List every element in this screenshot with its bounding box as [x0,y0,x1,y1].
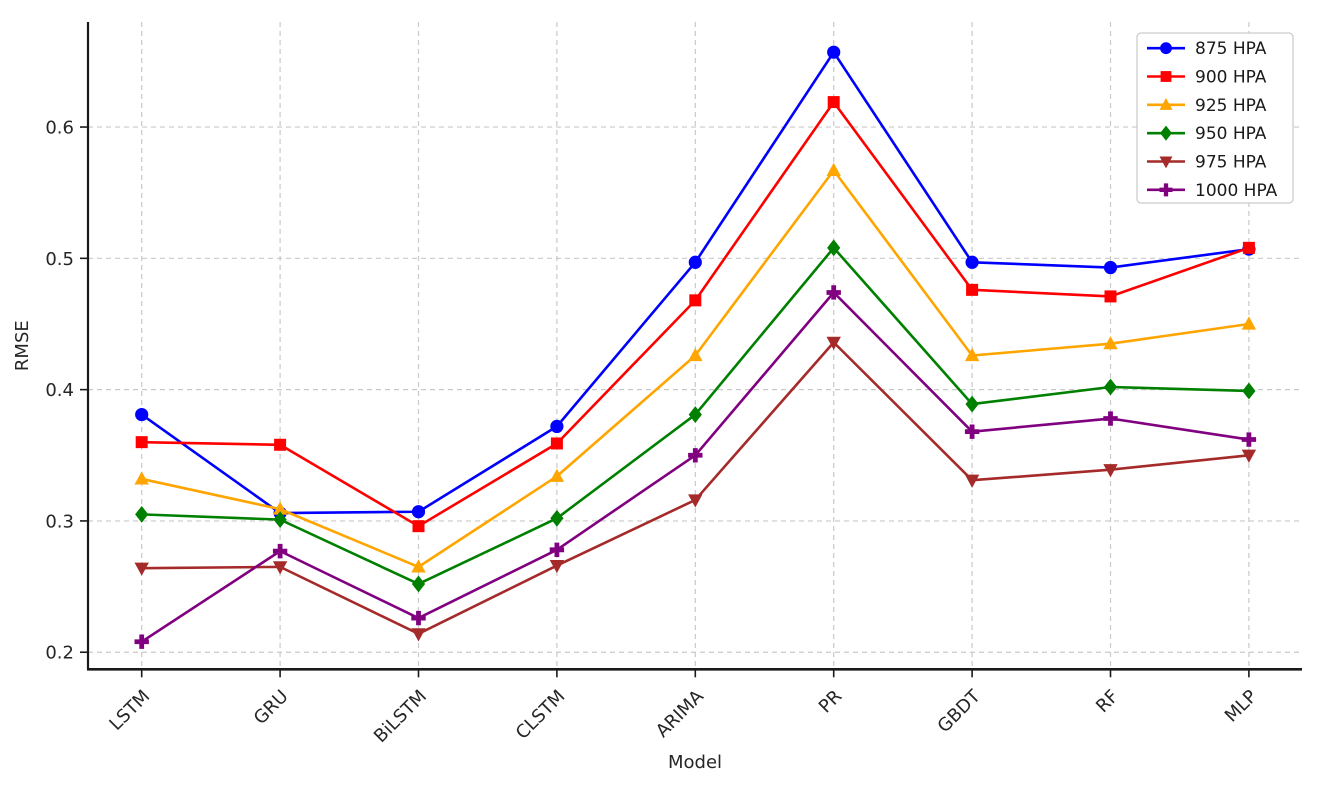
data-point-marker [1103,336,1118,350]
x-tick-label: PR [815,686,846,717]
data-point-marker [549,468,565,482]
data-point-marker [411,505,426,519]
data-point-marker [965,395,979,413]
data-point-marker [1103,260,1118,275]
data-point-marker [1159,183,1173,197]
x-axis-label: Model [668,752,722,773]
x-tick-label: LSTM [105,686,154,735]
data-point-marker [827,45,841,59]
x-tick-label: GBDT [934,685,986,737]
legend-label-925-hpa: 925 HPA [1195,96,1267,116]
data-point-marker [1160,71,1172,82]
data-point-marker [826,162,841,176]
x-tick-label: ARIMA [652,686,708,742]
data-point-marker [1242,241,1255,254]
legend-label-1000-hpa: 1000 HPA [1195,181,1278,201]
data-point-marker [964,424,980,439]
data-point-marker [689,294,702,307]
x-tick-label: CLSTM [512,686,570,744]
x-tick-label: GRU [250,686,293,729]
data-point-marker [411,575,426,593]
data-point-marker [412,520,425,533]
data-point-marker [1103,411,1118,426]
data-point-marker [964,474,980,488]
data-point-marker [1103,464,1118,478]
data-point-marker [966,283,979,296]
data-point-marker [827,96,840,109]
data-point-marker [135,407,149,422]
data-point-marker [272,543,288,559]
data-point-marker [549,542,565,558]
data-point-marker [964,347,980,362]
data-point-marker [411,628,426,642]
y-tick-label: 0.6 [45,118,74,139]
data-point-marker [272,561,288,575]
data-point-marker [411,610,426,626]
y-tick-label: 0.3 [45,511,74,532]
data-point-marker [550,509,564,527]
legend-label-900-hpa: 900 HPA [1195,68,1267,88]
data-point-marker [1241,449,1257,463]
data-point-marker [688,347,703,362]
data-point-marker [1241,316,1257,330]
legend-label-875-hpa: 875 HPA [1195,39,1267,59]
data-point-marker [135,505,149,523]
data-point-marker [274,438,287,451]
data-point-marker [550,419,564,433]
data-point-marker [688,494,703,508]
data-point-marker [1242,382,1256,400]
data-point-marker [135,436,148,449]
data-point-marker [134,634,149,649]
data-point-marker [1103,378,1118,396]
x-tick-label: RF [1092,686,1123,717]
legend-label-975-hpa: 975 HPA [1195,153,1267,173]
data-point-marker [1159,97,1173,110]
x-tick-label: MLP [1221,686,1262,727]
y-tick-label: 0.2 [45,643,74,664]
data-point-marker [965,255,979,269]
data-point-marker [826,336,841,350]
data-point-marker [1159,156,1173,169]
data-point-marker [688,448,703,463]
y-tick-label: 0.4 [45,380,74,401]
data-point-marker [273,511,287,529]
data-point-marker [1160,125,1172,141]
data-point-marker [272,501,288,515]
data-point-marker [411,559,426,573]
x-tick-label: BiLSTM [370,686,431,747]
y-axis-label: RMSE [12,320,33,371]
data-point-marker [827,239,841,257]
data-point-marker [550,437,563,450]
data-point-marker [1241,432,1257,447]
legend-label-950-hpa: 950 HPA [1195,124,1267,144]
data-point-marker [134,471,149,485]
data-point-marker [826,285,841,300]
data-point-marker [1104,290,1117,303]
data-point-marker [549,559,565,574]
data-point-marker [134,562,149,576]
y-tick-label: 0.5 [45,249,74,270]
data-point-marker [1160,42,1172,55]
data-point-marker [688,255,702,269]
data-point-marker [688,406,702,423]
